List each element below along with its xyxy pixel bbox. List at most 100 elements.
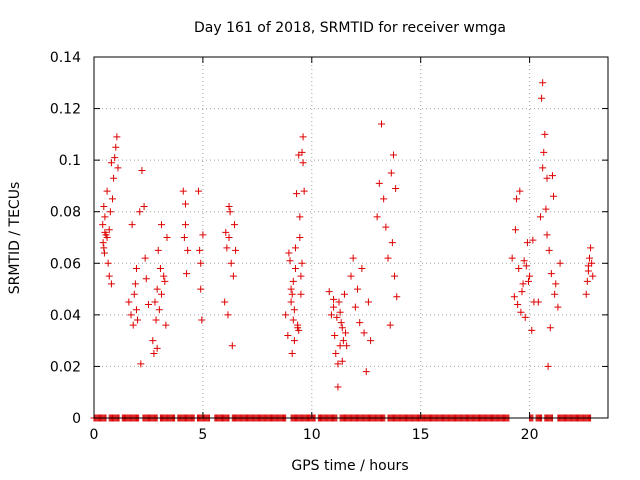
data-point [288, 290, 296, 298]
data-point [289, 316, 297, 324]
y-tick-label: 0.12 [50, 102, 81, 118]
data-point [103, 234, 111, 241]
data-point [351, 303, 359, 311]
data-point [388, 239, 396, 247]
data-point [179, 187, 187, 195]
data-point [132, 306, 140, 314]
data-point [338, 324, 346, 332]
data-point [105, 226, 113, 234]
data-point [517, 308, 525, 316]
data-point [510, 293, 518, 301]
data-point [150, 350, 158, 358]
data-point [334, 360, 342, 368]
data-point [552, 280, 560, 288]
data-point [296, 234, 304, 241]
data-point [180, 234, 188, 241]
data-point [100, 203, 108, 211]
data-point [520, 257, 528, 265]
data-point [389, 151, 397, 159]
data-point [184, 246, 192, 254]
data-point [550, 192, 558, 200]
data-point [101, 228, 109, 236]
data-point [582, 290, 590, 298]
data-point [136, 208, 144, 216]
data-point [343, 342, 351, 350]
data-point [508, 254, 516, 262]
data-point [160, 272, 168, 280]
data-point [522, 262, 530, 270]
data-point [131, 280, 139, 288]
data-point [336, 342, 344, 350]
data-point [521, 313, 529, 321]
data-point [107, 159, 115, 167]
data-point [225, 203, 233, 211]
data-point [109, 195, 117, 203]
data-point [154, 246, 162, 254]
data-point [294, 321, 302, 329]
data-layer [90, 79, 597, 422]
data-point [199, 231, 207, 239]
data-point [325, 288, 333, 296]
data-point [222, 228, 230, 236]
data-point [100, 244, 108, 252]
data-point [137, 360, 145, 368]
data-point [339, 337, 347, 345]
data-point [128, 221, 136, 229]
data-point [132, 264, 140, 272]
data-point [228, 342, 236, 350]
data-point [377, 120, 385, 128]
y-tick-label: 0.1 [59, 153, 81, 169]
data-point [380, 195, 388, 203]
data-point [287, 285, 295, 293]
data-point [338, 357, 346, 365]
data-point [232, 246, 240, 254]
data-point [162, 321, 170, 329]
grid [94, 57, 608, 418]
data-point [223, 244, 231, 252]
data-point [543, 174, 551, 182]
data-point [158, 221, 166, 229]
data-point [113, 133, 121, 141]
data-point [129, 321, 137, 329]
data-point [224, 311, 232, 319]
data-point [198, 316, 206, 324]
data-point [291, 264, 299, 272]
x-tick-label: 15 [412, 427, 430, 443]
data-point [106, 208, 114, 216]
data-point [551, 290, 559, 298]
data-point [373, 213, 381, 221]
data-point [330, 303, 338, 311]
data-point [197, 285, 205, 293]
data-point [336, 308, 344, 316]
data-point [547, 270, 555, 278]
data-point [181, 221, 189, 229]
data-point [528, 326, 536, 334]
data-point [529, 236, 537, 244]
data-point [227, 259, 235, 267]
data-point [384, 254, 392, 262]
data-point [386, 321, 394, 329]
data-point [523, 239, 531, 247]
data-point [290, 337, 298, 345]
data-point [367, 337, 375, 345]
data-point [514, 301, 522, 309]
data-point [519, 280, 527, 288]
data-point [195, 187, 203, 195]
data-point [584, 262, 592, 270]
data-point [337, 319, 345, 327]
data-point [100, 249, 108, 257]
data-point [287, 298, 295, 306]
data-point [112, 143, 120, 151]
y-tick-label: 0.06 [50, 256, 81, 272]
data-point [539, 79, 547, 87]
data-point [149, 337, 157, 345]
data-point [127, 311, 135, 319]
data-point [518, 288, 526, 296]
data-point [587, 244, 595, 252]
data-point [105, 272, 113, 280]
data-point [111, 154, 119, 162]
data-point [349, 254, 357, 262]
data-point [299, 133, 307, 141]
data-point [356, 319, 364, 327]
